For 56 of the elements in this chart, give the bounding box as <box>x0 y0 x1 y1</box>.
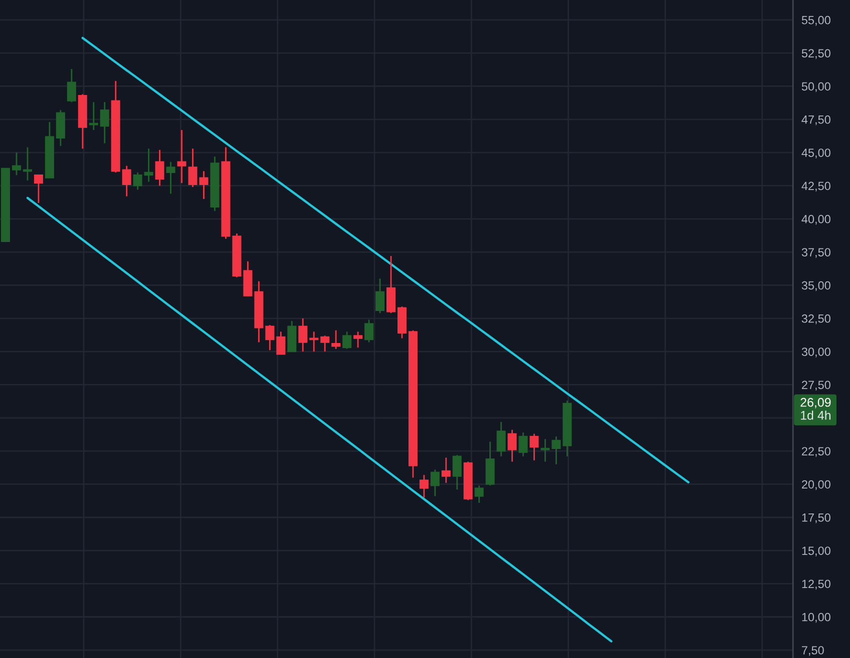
y-tick-label: 52,50 <box>802 49 830 59</box>
candlestick <box>166 161 176 194</box>
line-series <box>26 196 612 642</box>
y-tick-label: 32,50 <box>802 314 830 324</box>
candlestick <box>452 454 462 490</box>
candlestick <box>420 474 429 498</box>
candlestick <box>496 421 506 458</box>
candlestick <box>331 330 340 350</box>
candlestick <box>320 334 330 352</box>
candlestick <box>375 278 384 314</box>
candlestick <box>518 432 528 458</box>
candlestick <box>144 148 154 182</box>
text: 1d 4h <box>800 410 830 420</box>
y-tick-label: 47,50 <box>802 115 830 126</box>
y-tick-label: 27,50 <box>802 380 830 391</box>
candlestick <box>430 468 440 497</box>
y-tick-label: 45,00 <box>802 148 830 158</box>
candlestick <box>155 149 164 186</box>
candlestick <box>89 101 98 131</box>
candlestick <box>265 324 274 351</box>
y-tick-label: 37,50 <box>802 248 830 258</box>
line-series <box>81 36 690 484</box>
y-tick-label: 50,00 <box>802 82 830 92</box>
y-tick-label: 42,50 <box>802 182 830 192</box>
candlestick <box>12 152 22 176</box>
candlestick <box>508 429 517 462</box>
y-tick-label: 55,00 <box>802 16 830 26</box>
candlestick <box>100 101 110 144</box>
candlestick <box>276 330 286 355</box>
candlestick <box>342 330 352 350</box>
y-tick-label: 15,00 <box>802 546 830 556</box>
candlestick <box>364 319 374 343</box>
text: 26,09 <box>800 398 831 408</box>
candlestick <box>34 174 44 204</box>
y-tick-label: 17,50 <box>802 513 830 524</box>
candlestick <box>474 484 484 504</box>
y-tick-label: 7,50 <box>802 646 824 656</box>
candlestick <box>442 456 451 484</box>
candlestick <box>552 436 561 466</box>
candlestick <box>133 172 142 190</box>
candlestick <box>309 330 318 352</box>
candlestick <box>353 330 362 348</box>
candlestick <box>540 438 550 462</box>
y-tick-label: 10,00 <box>802 612 830 623</box>
y-tick-label: 35,00 <box>802 281 830 292</box>
y-tick-label: 30,00 <box>802 348 830 358</box>
y-tick-label: 12,50 <box>802 580 830 590</box>
candlestick <box>177 129 186 184</box>
candlestick <box>298 318 308 352</box>
y-tick-label: 22,50 <box>802 447 830 457</box>
candlestick <box>67 68 76 103</box>
y-tick-label: 40,00 <box>802 214 830 225</box>
candlestick <box>386 255 396 314</box>
candlestick <box>530 433 539 462</box>
y-tick-label: 20,00 <box>802 480 830 490</box>
candlestick <box>122 165 132 198</box>
